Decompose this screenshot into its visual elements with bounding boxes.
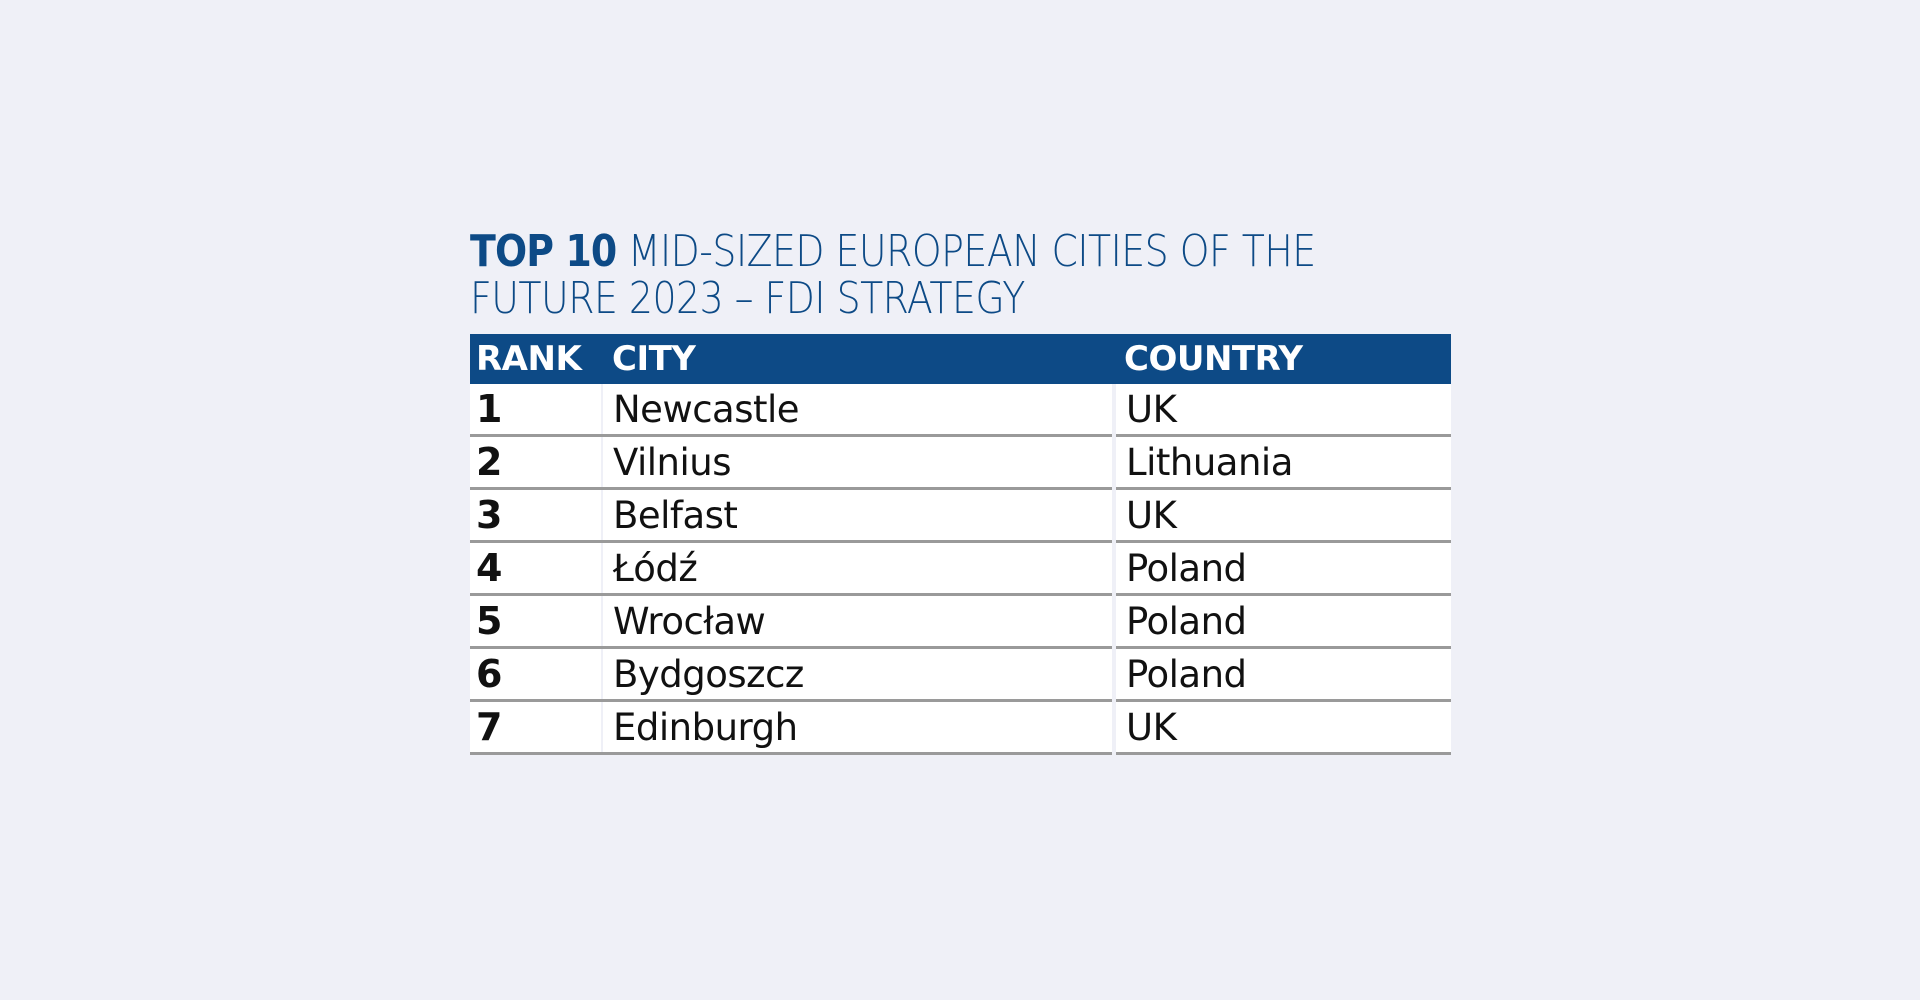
city-cell: Wrocław <box>602 594 1116 649</box>
table-row: 5 Wrocław Poland <box>470 594 1451 649</box>
table-header: RANK CITY COUNTRY <box>470 334 1451 384</box>
rank-cell: 3 <box>470 488 603 543</box>
country-cell: Poland <box>1114 541 1451 596</box>
ranking-table: RANK CITY COUNTRY 1 Newcastle UK 2 Vilni… <box>470 334 1451 755</box>
city-cell: Belfast <box>602 488 1116 543</box>
header-country: COUNTRY <box>1114 334 1451 384</box>
title-text: MID-SIZED EUROPEAN CITIES OF THE FUTURE … <box>470 226 1316 324</box>
rank-cell: 2 <box>470 435 603 490</box>
country-cell: Poland <box>1114 647 1451 702</box>
country-cell: Poland <box>1114 594 1451 649</box>
city-cell: Edinburgh <box>602 700 1116 755</box>
table-row: 3 Belfast UK <box>470 488 1451 543</box>
table-row: 6 Bydgoszcz Poland <box>470 647 1451 702</box>
rank-cell: 7 <box>470 700 603 755</box>
table-row: 1 Newcastle UK <box>470 384 1451 437</box>
table-body: 1 Newcastle UK 2 Vilnius Lithuania 3 Bel… <box>470 384 1451 755</box>
rank-cell: 4 <box>470 541 603 596</box>
city-cell: Łódź <box>602 541 1116 596</box>
header-rank: RANK <box>470 334 602 384</box>
city-cell: Bydgoszcz <box>602 647 1116 702</box>
country-cell: UK <box>1114 700 1451 755</box>
header-city: CITY <box>602 334 1114 384</box>
rank-cell: 1 <box>470 384 603 437</box>
title-highlight: TOP 10 <box>470 226 617 277</box>
country-cell: UK <box>1114 488 1451 543</box>
table-title: TOP 10 MID-SIZED EUROPEAN CITIES OF THE … <box>470 228 1450 322</box>
city-cell: Vilnius <box>602 435 1116 490</box>
country-cell: Lithuania <box>1114 435 1451 490</box>
rank-cell: 5 <box>470 594 603 649</box>
table-row: 2 Vilnius Lithuania <box>470 435 1451 490</box>
ranking-graphic: TOP 10 MID-SIZED EUROPEAN CITIES OF THE … <box>470 228 1451 755</box>
rank-cell: 6 <box>470 647 603 702</box>
table-row: 4 Łódź Poland <box>470 541 1451 596</box>
header-row: RANK CITY COUNTRY <box>470 334 1451 384</box>
country-cell: UK <box>1114 384 1451 437</box>
city-cell: Newcastle <box>602 384 1116 437</box>
table-row: 7 Edinburgh UK <box>470 700 1451 755</box>
